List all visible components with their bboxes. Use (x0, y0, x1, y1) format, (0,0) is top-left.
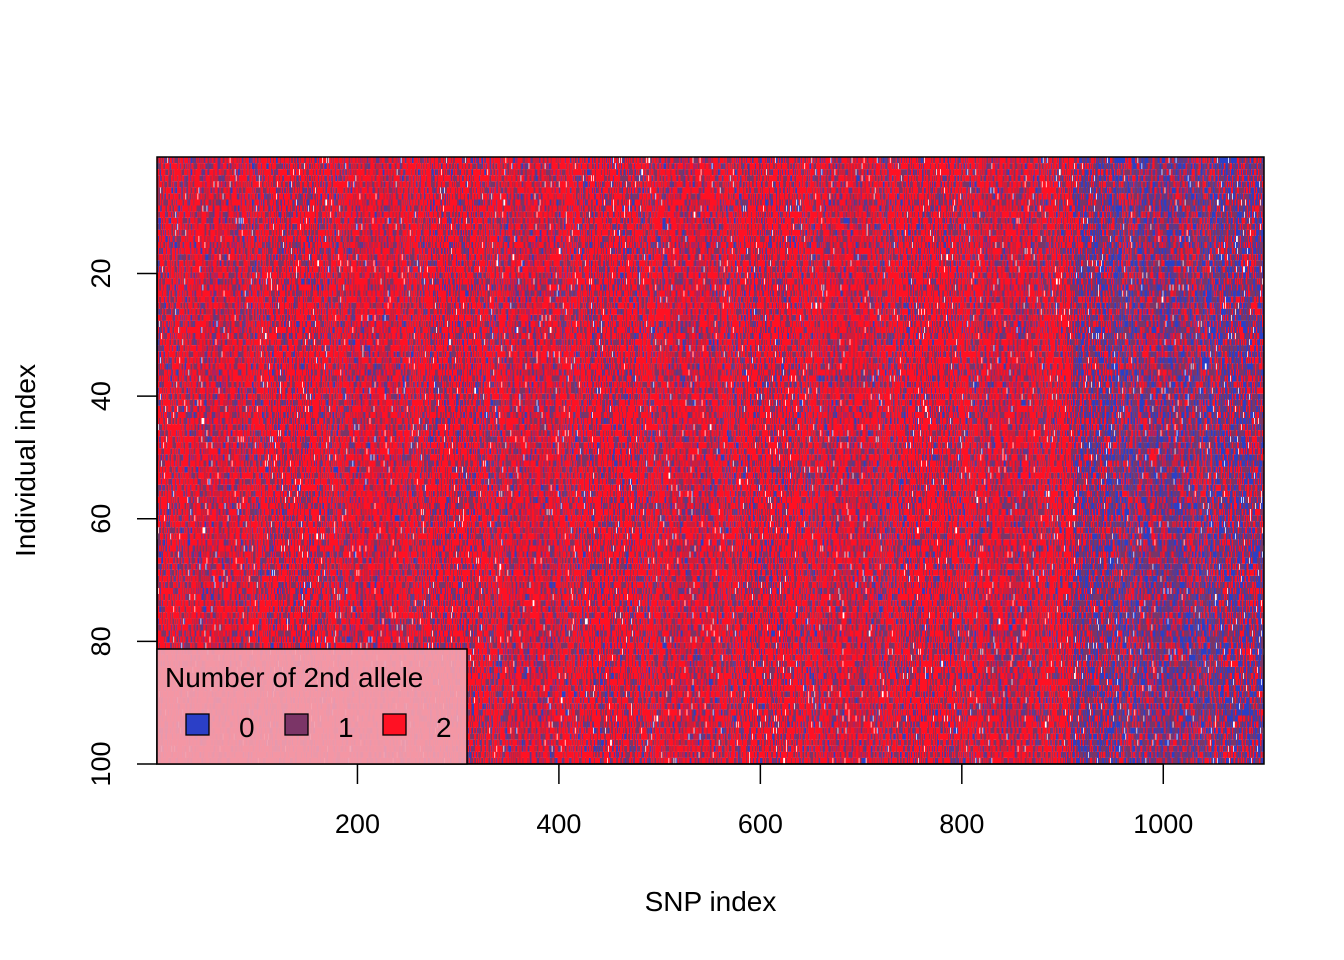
legend-label-0: 0 (239, 712, 255, 743)
y-axis: 20 40 60 80 100 (86, 258, 158, 787)
y-tick-label: 60 (86, 504, 116, 534)
y-axis-title: Individual index (10, 364, 41, 557)
legend-box (156, 648, 468, 765)
x-axis-title: SNP index (645, 886, 777, 917)
x-tick-label: 200 (335, 809, 380, 839)
legend-swatch-2 (382, 713, 407, 736)
genotype-cells-2 (157, 157, 1265, 764)
x-axis: 200 400 600 800 1000 (335, 763, 1193, 839)
legend-label-1: 1 (338, 712, 354, 743)
x-tick-label: 600 (738, 809, 783, 839)
x-tick-label: 1000 (1133, 809, 1193, 839)
legend: Number of 2nd allele 0 1 2 (156, 648, 468, 765)
y-tick-label: 20 (86, 258, 116, 288)
legend-title: Number of 2nd allele (165, 662, 423, 693)
legend-label-2: 2 (436, 712, 452, 743)
legend-swatch-1 (284, 713, 309, 736)
x-tick-label: 400 (536, 809, 581, 839)
legend-swatch-0 (185, 713, 210, 736)
y-tick-label: 80 (86, 626, 116, 656)
x-tick-label: 800 (939, 809, 984, 839)
y-tick-label: 100 (86, 741, 116, 786)
y-tick-label: 40 (86, 381, 116, 411)
heatmap-cells (157, 157, 1265, 764)
